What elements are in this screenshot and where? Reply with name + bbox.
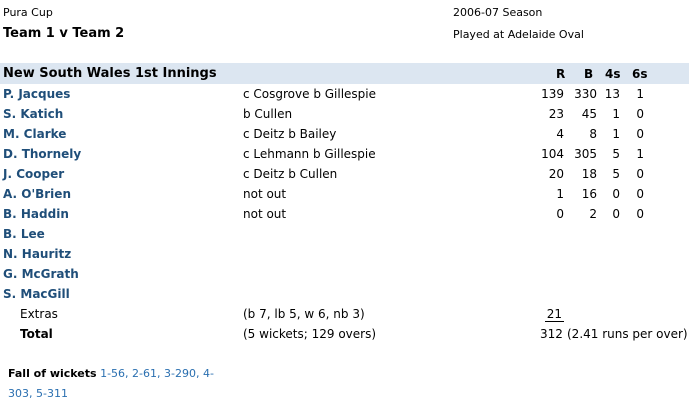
fours-cell: 5 — [612, 147, 620, 161]
sixes-cell: 0 — [636, 107, 644, 121]
fow-link-2[interactable]: 2-61, — [132, 367, 161, 380]
batsman-row: D. Thornely c Lehmann b Gillespie 104 305 5 1 — [0, 144, 689, 164]
batsman-row: S. Katich b Cullen 23 45 1 0 — [0, 104, 689, 124]
runs-cell: 4 — [556, 127, 564, 141]
fall-of-wickets: Fall of wickets 1-56, 2-61, 3-290, 4-303… — [8, 364, 238, 404]
fours-cell: 0 — [612, 187, 620, 201]
runs-cell: 20 — [548, 167, 564, 181]
fours-cell: 5 — [612, 167, 620, 181]
extras-runs-value: 21 — [544, 307, 564, 322]
batsman-name[interactable]: D. Thornely — [3, 147, 82, 161]
sixes-cell: 1 — [636, 87, 644, 101]
batsman-row: B. Haddin not out 0 2 0 0 — [0, 204, 689, 224]
balls-cell: 2 — [589, 207, 597, 221]
dismissal-text: c Cosgrove b Gillespie — [243, 87, 377, 101]
total-detail: (5 wickets; 129 overs) — [243, 327, 377, 341]
batsman-name[interactable]: B. Lee — [3, 227, 45, 241]
batsman-row: M. Clarke c Deitz b Bailey 4 8 1 0 — [0, 124, 689, 144]
sixes-cell: 0 — [636, 187, 644, 201]
fours-cell: 13 — [604, 87, 620, 101]
batsman-name[interactable]: G. McGrath — [3, 267, 79, 281]
competition-label: Pura Cup — [3, 6, 53, 19]
fow-link-1[interactable]: 1-56, — [100, 367, 129, 380]
batsman-name[interactable]: A. O'Brien — [3, 187, 71, 201]
sixes-cell: 0 — [636, 167, 644, 181]
dismissal-text: c Deitz b Cullen — [243, 167, 338, 181]
innings-title: New South Wales 1st Innings — [3, 66, 217, 81]
fall-of-wickets-label: Fall of wickets — [8, 367, 97, 380]
sixes-cell: 1 — [636, 147, 644, 161]
batsman-name[interactable]: B. Haddin — [3, 207, 69, 221]
match-title: Team 1 v Team 2 — [3, 26, 125, 41]
batsman-name[interactable]: J. Cooper — [3, 167, 65, 181]
runs-cell: 0 — [556, 207, 564, 221]
extras-row: Extras (b 7, lb 5, w 6, nb 3) 21 — [0, 304, 689, 324]
extras-label: Extras — [20, 307, 58, 321]
batsman-name[interactable]: S. MacGill — [3, 287, 70, 301]
balls-cell: 305 — [574, 147, 597, 161]
batsman-name[interactable]: M. Clarke — [3, 127, 67, 141]
col-header-balls: B — [584, 67, 594, 81]
fours-cell: 1 — [612, 127, 620, 141]
balls-cell: 18 — [581, 167, 597, 181]
fours-cell: 1 — [612, 107, 620, 121]
dismissal-text: c Deitz b Bailey — [243, 127, 337, 141]
batsman-row: J. Cooper c Deitz b Cullen 20 18 5 0 — [0, 164, 689, 184]
balls-cell: 45 — [581, 107, 597, 121]
col-header-sixes: 6s — [632, 67, 648, 81]
runs-cell: 139 — [541, 87, 564, 101]
batsman-row: P. Jacques c Cosgrove b Gillespie 139 330 13… — [0, 84, 689, 104]
batsman-name[interactable]: P. Jacques — [3, 87, 71, 101]
batsman-row: A. O'Brien not out 1 16 0 0 — [0, 184, 689, 204]
venue-label: Played at Adelaide Oval — [453, 28, 584, 41]
batsman-row: B. Lee — [0, 224, 689, 244]
innings-header-band — [0, 63, 689, 84]
total-row: Total (5 wickets; 129 overs) 312 (2.41 r… — [0, 324, 689, 344]
fow-link-5[interactable]: 5-311 — [36, 387, 68, 400]
runs-cell: 1 — [556, 187, 564, 201]
col-header-fours: 4s — [605, 67, 621, 81]
batsman-name[interactable]: N. Hauritz — [3, 247, 72, 261]
fours-cell: 0 — [612, 207, 620, 221]
runs-cell: 104 — [541, 147, 564, 161]
batsman-row: S. MacGill — [0, 284, 689, 304]
batsman-name[interactable]: S. Katich — [3, 107, 64, 121]
runs-cell: 23 — [548, 107, 564, 121]
season-label: 2006-07 Season — [453, 6, 543, 19]
total-runs: 312 — [540, 327, 563, 341]
dismissal-text: not out — [243, 187, 287, 201]
total-run-rate: (2.41 runs per over) — [567, 327, 688, 341]
extras-runs: 21 — [544, 307, 564, 322]
col-header-runs: R — [556, 67, 566, 81]
fow-link-3[interactable]: 3-290, — [164, 367, 200, 380]
extras-detail: (b 7, lb 5, w 6, nb 3) — [243, 307, 365, 321]
fow-link-4[interactable]: 4-303, — [8, 367, 214, 400]
dismissal-text: c Lehmann b Gillespie — [243, 147, 376, 161]
sixes-cell: 0 — [636, 127, 644, 141]
balls-cell: 16 — [581, 187, 597, 201]
dismissal-text: not out — [243, 207, 287, 221]
total-label: Total — [20, 327, 53, 341]
batsman-row: G. McGrath — [0, 264, 689, 284]
balls-cell: 8 — [589, 127, 597, 141]
balls-cell: 330 — [574, 87, 597, 101]
sixes-cell: 0 — [636, 207, 644, 221]
dismissal-text: b Cullen — [243, 107, 293, 121]
batsman-row: N. Hauritz — [0, 244, 689, 264]
